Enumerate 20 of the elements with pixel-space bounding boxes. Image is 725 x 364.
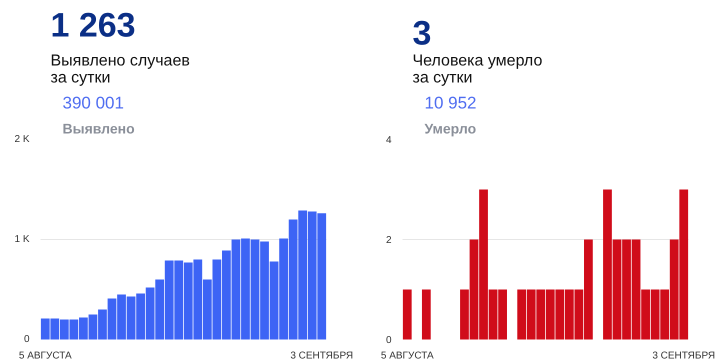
y-tick-label: 2 [386, 235, 392, 246]
bar [422, 290, 431, 340]
chart-subtitle: Человека умерло за сутки [412, 52, 542, 86]
x-tick-label: 3 СЕНТЯБРЯ [652, 350, 716, 362]
y-tick-label: 2 K [14, 134, 30, 145]
chart-title: 3 [412, 14, 432, 52]
text: Выявлено [62, 120, 135, 136]
x-tick-label: 3 СЕНТЯБРЯ [290, 350, 354, 362]
chart-subtitle: Выявлено случаев за сутки [50, 52, 190, 86]
text: 390 001 [62, 94, 124, 112]
y-tick-label: 0 [24, 334, 30, 345]
x-tick-label: 5 АВГУСТА [18, 350, 72, 362]
x-tick-label: 5 АВГУСТА [380, 350, 434, 362]
y-tick-label: 1 K [14, 234, 30, 245]
bar [402, 290, 412, 340]
y-tick-label: 4 [386, 135, 392, 146]
y-tick-label: 0 [386, 335, 392, 346]
text: 10 952 [424, 94, 476, 112]
text: Умерло [424, 120, 476, 136]
chart-title: 1 263 [50, 6, 136, 44]
